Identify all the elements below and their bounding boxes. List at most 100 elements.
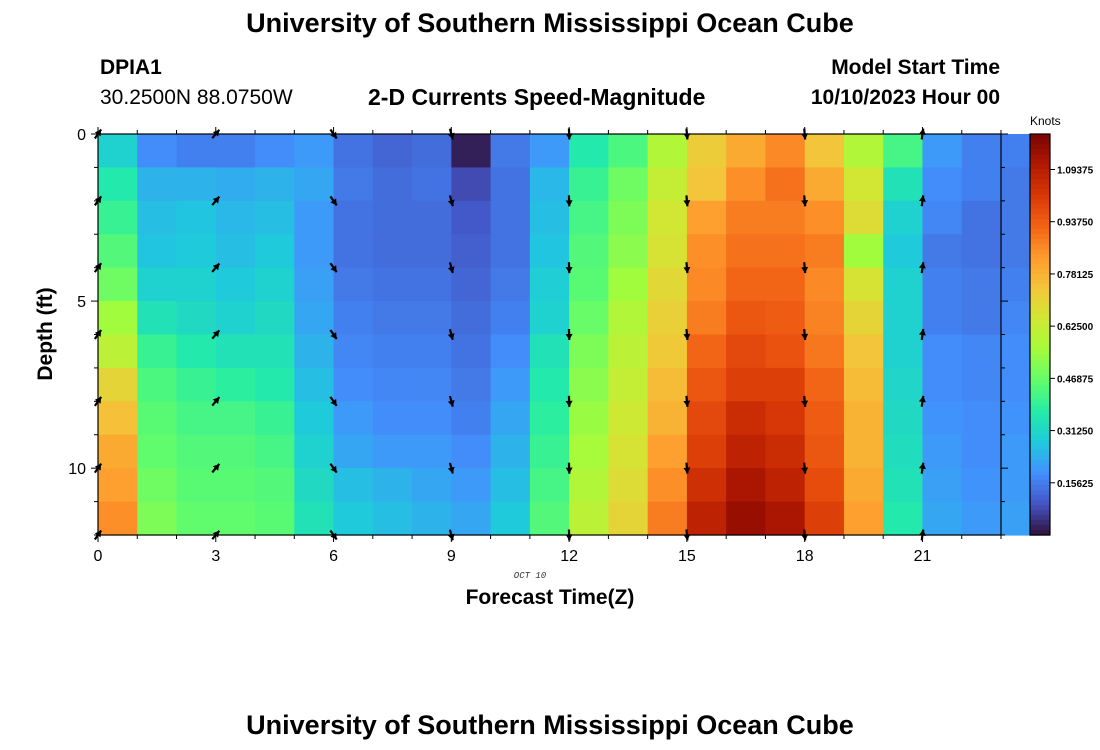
- heatmap-cell: [490, 401, 531, 436]
- heatmap-cell: [647, 434, 688, 469]
- heatmap-cell: [569, 501, 609, 536]
- heatmap-cell: [883, 267, 924, 302]
- heatmap-cell: [137, 434, 178, 469]
- heatmap-cell: [922, 367, 963, 402]
- heatmap-cell: [608, 301, 649, 336]
- colorbar-segment: [1030, 204, 1050, 210]
- heatmap-cell: [804, 134, 845, 169]
- heatmap-cell: [412, 501, 452, 536]
- heatmap-cell: [333, 468, 374, 503]
- colorbar-segment: [1030, 329, 1050, 336]
- heatmap-cell: [98, 334, 138, 369]
- x-tick-label: 6: [329, 548, 338, 565]
- heatmap-cell: [883, 401, 924, 436]
- colorbar-tick-label: 0.93750: [1057, 218, 1094, 229]
- colorbar-segment: [1030, 229, 1050, 235]
- heatmap-cell: [529, 167, 570, 202]
- heatmap-cell: [490, 200, 531, 235]
- heatmap-cell: [922, 334, 963, 369]
- footer-title: University of Southern Mississippi Ocean…: [246, 710, 854, 740]
- heatmap-cell: [176, 367, 217, 402]
- colorbar-segment: [1030, 464, 1050, 471]
- colorbar-segment: [1030, 134, 1050, 140]
- heatmap-cell: [608, 167, 649, 202]
- heatmap-cell: [726, 367, 767, 402]
- colorbar-segment: [1030, 469, 1050, 476]
- colorbar-segment: [1030, 174, 1050, 180]
- colorbar-segment: [1030, 244, 1050, 250]
- heatmap-cell: [765, 501, 806, 536]
- colorbar-tick-label: 0.62500: [1057, 322, 1094, 333]
- heatmap-cell: [686, 401, 727, 436]
- heatmap-cell: [529, 468, 570, 503]
- heatmap-cell: [98, 468, 138, 503]
- heatmap-cell: [961, 468, 1002, 503]
- heatmap-cell: [255, 434, 295, 469]
- colorbar-segment: [1030, 439, 1050, 446]
- heatmap-cell: [412, 334, 452, 369]
- heatmap-cell: [961, 367, 1002, 402]
- heatmap-cell: [137, 401, 178, 436]
- current-arrow: [801, 462, 809, 474]
- colorbar-segment: [1030, 199, 1050, 205]
- colorbar-segment: [1030, 384, 1050, 391]
- heatmap-cell: [490, 468, 531, 503]
- heatmap-cell: [529, 434, 570, 469]
- heatmap-cell: [490, 367, 531, 402]
- heatmap-cell: [215, 367, 256, 402]
- current-arrow: [801, 262, 809, 274]
- colorbar-segment: [1030, 254, 1050, 260]
- heatmap-cell: [569, 167, 609, 202]
- heatmap-cell: [176, 167, 217, 202]
- heatmap-cell: [922, 501, 963, 536]
- colorbar-segment: [1030, 344, 1050, 351]
- colorbar-frame: [1029, 133, 1051, 536]
- heatmap-cell: [412, 134, 452, 169]
- heatmap-cell: [490, 167, 531, 202]
- heatmap-cell: [686, 301, 727, 336]
- colorbar-segment: [1030, 319, 1050, 326]
- colorbar-segment: [1030, 299, 1050, 306]
- heatmap-cell: [686, 367, 727, 402]
- heatmap-cell: [883, 134, 924, 169]
- colorbar-segment: [1030, 144, 1050, 150]
- heatmap-cell: [569, 134, 609, 169]
- heatmap-cell: [333, 167, 374, 202]
- heatmap-cell: [137, 501, 178, 536]
- heatmap-cell: [451, 401, 492, 436]
- heatmap-cell: [686, 434, 727, 469]
- heatmap-cell: [412, 167, 452, 202]
- current-arrow: [565, 328, 573, 341]
- heatmap-cell: [137, 167, 178, 202]
- heatmap-cell: [255, 234, 295, 269]
- heatmap-cell: [608, 434, 649, 469]
- heatmap-cell: [765, 167, 806, 202]
- heatmap-cell: [137, 267, 178, 302]
- heatmap-cell: [726, 167, 767, 202]
- heatmap-cell: [765, 200, 806, 235]
- colorbar-segment: [1030, 389, 1050, 396]
- heatmap-cell: [215, 167, 256, 202]
- heatmap-cell: [961, 301, 1002, 336]
- heatmap-cell: [215, 134, 256, 169]
- current-arrow: [329, 463, 338, 474]
- current-arrow: [918, 195, 926, 207]
- colorbar-segment: [1030, 524, 1050, 531]
- colorbar-segment: [1030, 224, 1050, 230]
- heatmap-cell: [608, 134, 649, 169]
- heatmap-cell: [98, 501, 138, 536]
- heatmap-cell: [98, 134, 138, 169]
- heatmap-cell: [647, 167, 688, 202]
- heatmap-cell: [961, 200, 1002, 235]
- heatmap-cell: [294, 367, 335, 402]
- chart-subtitle: 2-D Currents Speed-Magnitude: [368, 84, 706, 110]
- heatmap-cell: [804, 501, 845, 536]
- heatmap-cell: [333, 334, 374, 369]
- colorbar-segment: [1030, 529, 1050, 536]
- heatmap-cell: [255, 468, 295, 503]
- heatmap-cell: [372, 401, 413, 436]
- heatmap-cell: [98, 434, 138, 469]
- colorbar-segment: [1030, 284, 1050, 290]
- heatmap-cell: [608, 401, 649, 436]
- current-arrow: [801, 195, 809, 207]
